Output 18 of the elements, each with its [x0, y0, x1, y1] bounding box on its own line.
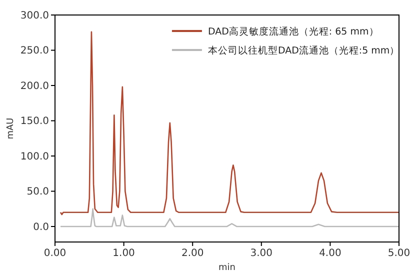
x-axis-title: min: [218, 263, 236, 273]
x-tick-label: 2.00: [181, 248, 204, 259]
line-series: [60, 208, 400, 228]
x-tick-label: 4.00: [319, 248, 342, 259]
y-tick-label: 200.0: [20, 80, 49, 92]
x-tick-label: 5.00: [388, 248, 410, 259]
y-tick-label: 50.0: [26, 186, 49, 198]
y-axis-title: mAU: [6, 118, 16, 140]
x-tick-label: 3.00: [250, 248, 273, 259]
legend-label: 本公司以往机型DAD流通池（光程:5 mm）: [208, 44, 400, 56]
y-tick-label: 150.0: [20, 116, 49, 128]
legend-label: DAD高灵敏度流通池（光程: 65 mm）: [208, 25, 379, 38]
y-tick-label: 0.0: [33, 222, 49, 233]
x-tick-label: 0.00: [44, 248, 66, 259]
y-tick-label: 100.0: [20, 151, 49, 162]
x-tick-label: 1.00: [112, 248, 135, 259]
y-tick-label: 300.0: [20, 10, 49, 22]
y-tick-label: 250.0: [20, 46, 49, 57]
